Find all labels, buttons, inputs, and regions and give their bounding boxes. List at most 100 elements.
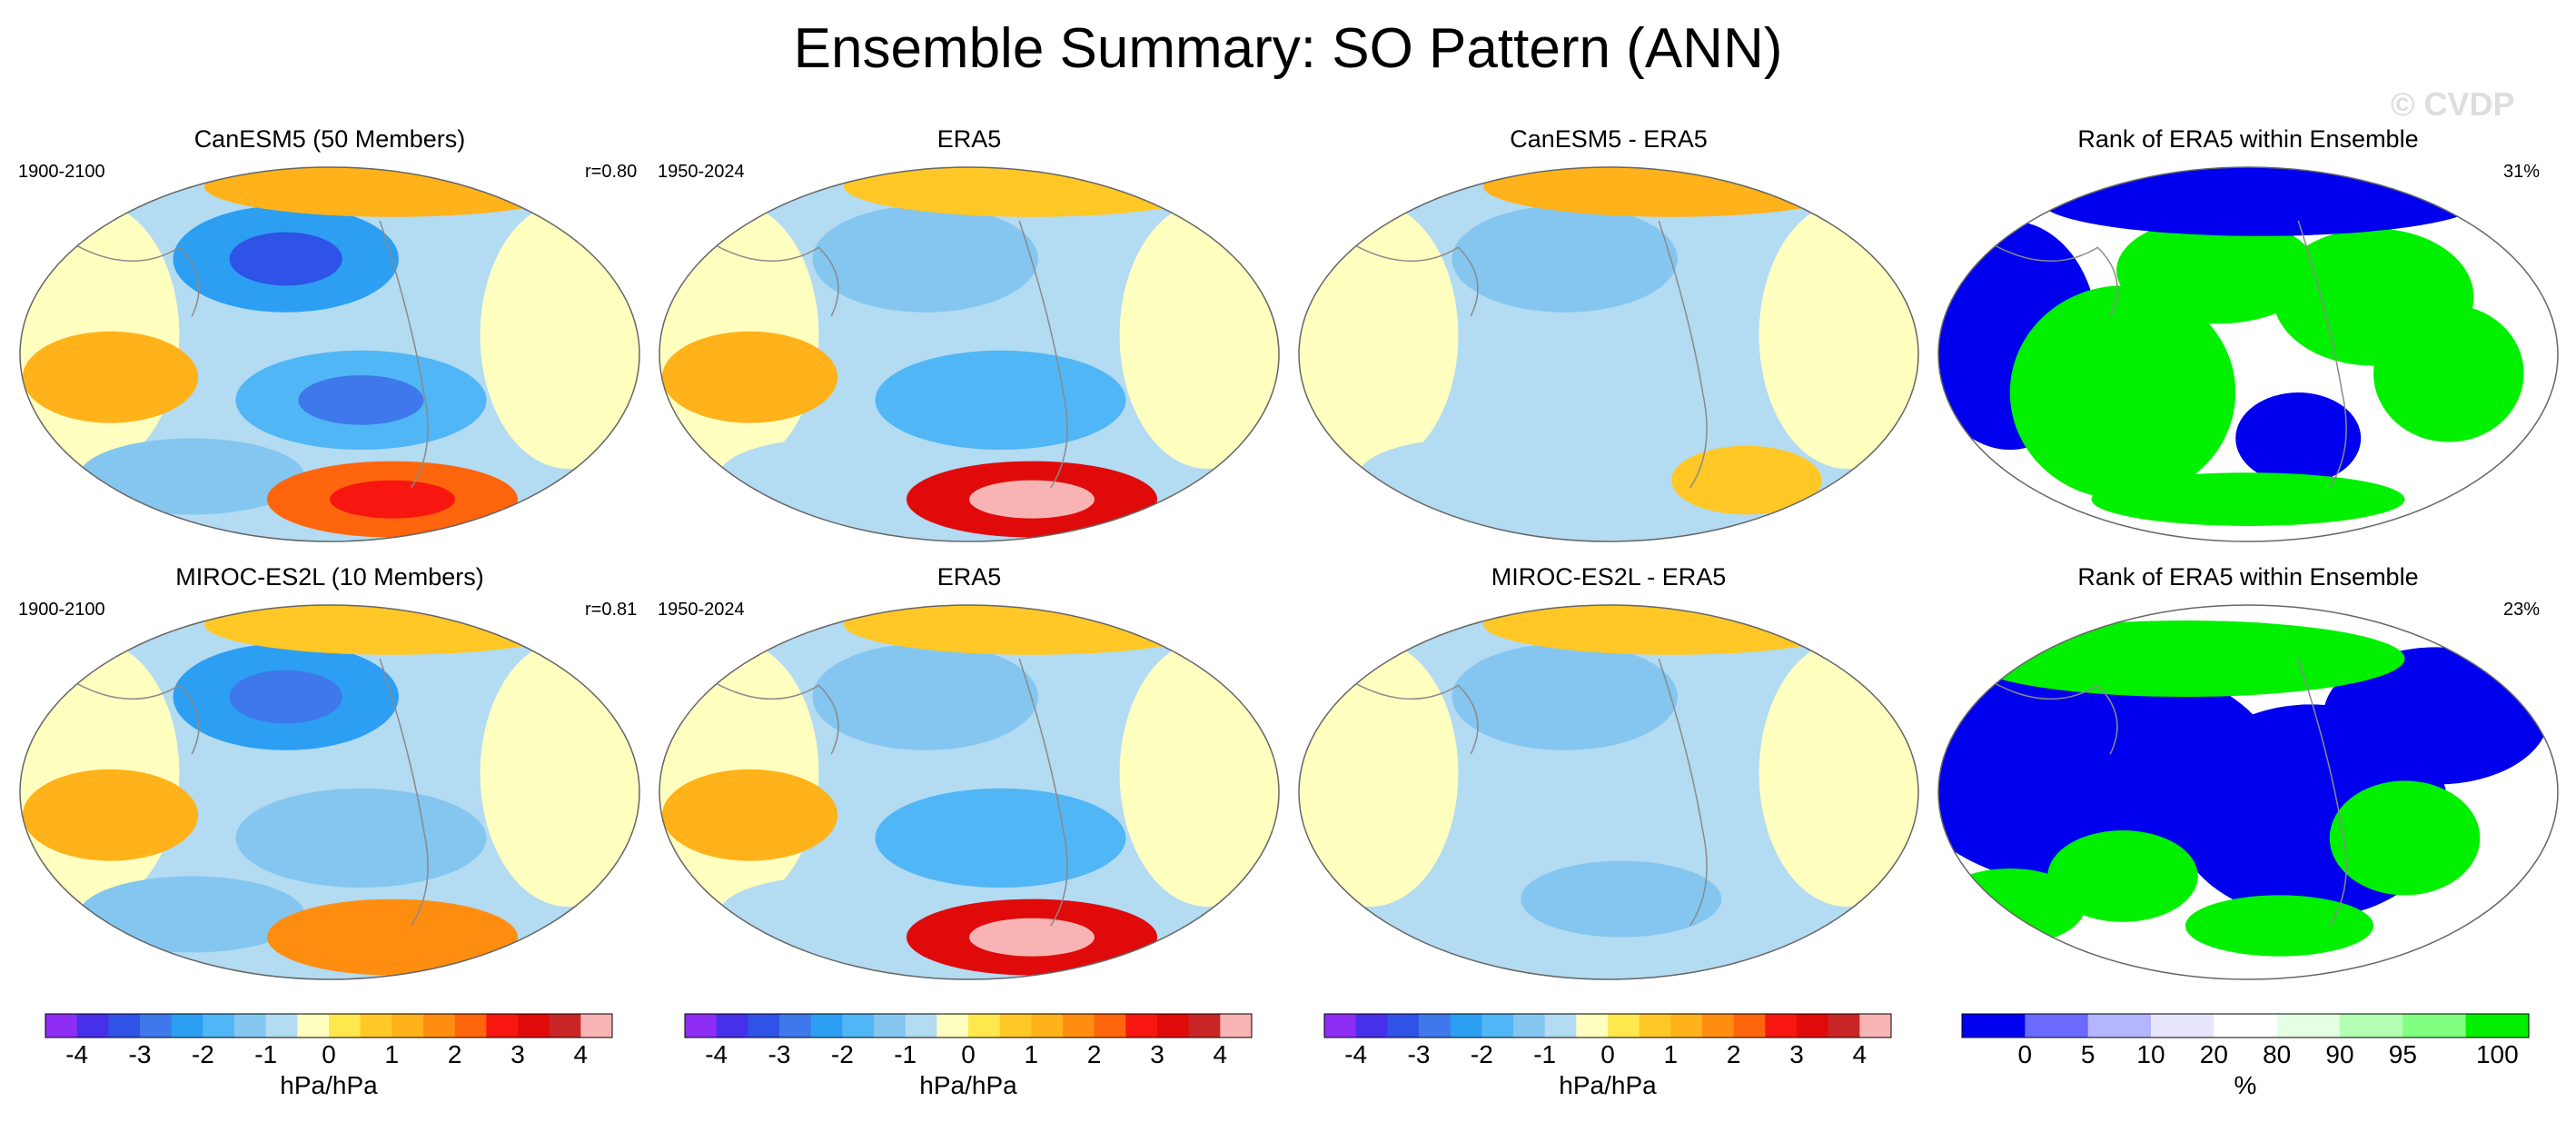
panel-stat: 23% bbox=[2503, 600, 2541, 620]
coastline bbox=[2297, 658, 2347, 927]
colorbar-tick-label: -1 bbox=[254, 1040, 277, 1068]
coastline bbox=[1018, 658, 1068, 927]
coastline bbox=[1344, 677, 1479, 755]
anomaly-region bbox=[235, 788, 487, 888]
colorbar-tick-label: 4 bbox=[1853, 1040, 1868, 1068]
colorbar-swatch bbox=[716, 1014, 748, 1038]
colorbar-swatch bbox=[1576, 1014, 1609, 1038]
colorbar-tick-label: 5 bbox=[2081, 1040, 2095, 1068]
colorbar-tick-label: 80 bbox=[2263, 1040, 2291, 1068]
colorbar-tick-label: -2 bbox=[831, 1040, 854, 1068]
colorbar-tick-label: 2 bbox=[448, 1040, 462, 1068]
anomaly-core bbox=[969, 918, 1095, 957]
rank-region bbox=[2329, 780, 2481, 896]
panel-title: ERA5 bbox=[936, 125, 1002, 153]
coastline bbox=[1018, 220, 1068, 489]
map-border bbox=[1298, 604, 1919, 980]
colorbar-swatch bbox=[1481, 1014, 1514, 1038]
anomaly-region bbox=[661, 769, 838, 861]
colorbar-swatch bbox=[580, 1014, 613, 1038]
colorbar-swatch bbox=[905, 1014, 937, 1038]
map-panel bbox=[1298, 166, 1919, 542]
map-panel bbox=[659, 166, 1280, 542]
panel-period: 1950-2024 bbox=[658, 162, 745, 182]
colorbar-swatch bbox=[1188, 1014, 1221, 1038]
rank-region bbox=[2323, 647, 2550, 785]
panel-title: CanESM5 - ERA5 bbox=[1510, 125, 1708, 153]
colorbar-swatch bbox=[2276, 1014, 2341, 1038]
map-panel bbox=[1937, 604, 2559, 980]
map-panel bbox=[19, 604, 640, 980]
panel-stat: r=0.80 bbox=[585, 162, 638, 182]
panel-period: 1900-2100 bbox=[18, 162, 105, 182]
colorbar-tick-label: 100 bbox=[2476, 1040, 2519, 1068]
colorbar-swatch bbox=[329, 1014, 362, 1038]
colorbar-swatch bbox=[76, 1014, 109, 1038]
rank-region bbox=[2041, 167, 2481, 236]
colorbar-swatch bbox=[779, 1014, 812, 1038]
colorbar-swatch bbox=[360, 1014, 392, 1038]
rank-region bbox=[2091, 472, 2405, 526]
colorbar-swatch bbox=[999, 1014, 1032, 1038]
panel-title: Rank of ERA5 within Ensemble bbox=[2077, 125, 2419, 153]
colorbar-swatch bbox=[1094, 1014, 1126, 1038]
colorbar-tick-label: -2 bbox=[192, 1040, 214, 1068]
anomaly-region bbox=[22, 331, 199, 423]
coastline bbox=[2297, 220, 2347, 489]
colorbar-units: hPa/hPa bbox=[1559, 1071, 1657, 1099]
panel-title: Rank of ERA5 within Ensemble bbox=[2077, 563, 2419, 591]
colorbar-swatch bbox=[968, 1014, 1001, 1038]
colorbar-tick-label: -1 bbox=[894, 1040, 916, 1068]
coastline bbox=[65, 677, 200, 755]
colorbar-swatch bbox=[1220, 1014, 1253, 1038]
panel-stat: r=0.81 bbox=[585, 600, 638, 620]
colorbar-units: hPa/hPa bbox=[919, 1071, 1017, 1099]
colorbar-tick-label: 3 bbox=[1150, 1040, 1164, 1068]
colorbar-swatch bbox=[1733, 1014, 1766, 1038]
anomaly-region bbox=[1358, 438, 1584, 515]
colorbar-swatch bbox=[1765, 1014, 1798, 1038]
colorbar-frame bbox=[1323, 1013, 1892, 1038]
coastline bbox=[379, 220, 429, 489]
colorbar-swatch bbox=[454, 1014, 487, 1038]
colorbar-swatch bbox=[1031, 1014, 1064, 1038]
colorbar-swatch bbox=[140, 1014, 173, 1038]
colorbar-tick-label: -3 bbox=[768, 1040, 791, 1068]
colorbar-swatch bbox=[1157, 1014, 1190, 1038]
panel-stat: 31% bbox=[2503, 162, 2541, 182]
colorbar-swatch bbox=[1063, 1014, 1095, 1038]
colorbar-swatch bbox=[234, 1014, 267, 1038]
colorbar-units: hPa/hPa bbox=[280, 1071, 378, 1099]
colorbar-tick-label: 4 bbox=[574, 1040, 589, 1068]
colorbar-swatch bbox=[549, 1014, 581, 1038]
coastline bbox=[1344, 239, 1479, 317]
colorbar: -4 -3 -2 -1 0 1 2 3 4 hPa/hPa bbox=[45, 1013, 613, 1099]
coastline bbox=[1984, 677, 2118, 755]
anomaly-region bbox=[1671, 445, 1822, 515]
colorbar-tick-label: 4 bbox=[1214, 1040, 1228, 1068]
anomaly-core bbox=[298, 375, 424, 425]
colorbar-swatch bbox=[171, 1014, 203, 1038]
colorbar-tick-label: -3 bbox=[129, 1040, 152, 1068]
colorbar-swatch bbox=[203, 1014, 235, 1038]
colorbar-tick-label: -4 bbox=[705, 1040, 728, 1068]
colorbar-swatch bbox=[1355, 1014, 1388, 1038]
map-panel bbox=[19, 166, 640, 542]
colorbar: 0 5 10 20 80 90 95 100% bbox=[1961, 1013, 2530, 1099]
colorbar-swatch bbox=[1450, 1014, 1482, 1038]
colorbar-tick-label: -4 bbox=[1344, 1040, 1367, 1068]
colorbar-swatch bbox=[1639, 1014, 1671, 1038]
colorbar-swatch bbox=[265, 1014, 298, 1038]
coastline bbox=[379, 658, 429, 927]
figure-title: Ensemble Summary: SO Pattern (ANN) bbox=[793, 17, 1783, 80]
colorbar-tick-label: 2 bbox=[1087, 1040, 1102, 1068]
panel-period: 1900-2100 bbox=[18, 600, 105, 620]
rank-region bbox=[1966, 621, 2405, 697]
colorbar-swatch bbox=[2087, 1014, 2152, 1038]
colorbar-swatch bbox=[2025, 1014, 2089, 1038]
coastline bbox=[65, 239, 200, 317]
positive-zone bbox=[1119, 202, 1279, 469]
colorbar-swatch bbox=[1797, 1014, 1829, 1038]
anomaly-region bbox=[718, 438, 945, 515]
colorbar-swatch bbox=[874, 1014, 907, 1038]
